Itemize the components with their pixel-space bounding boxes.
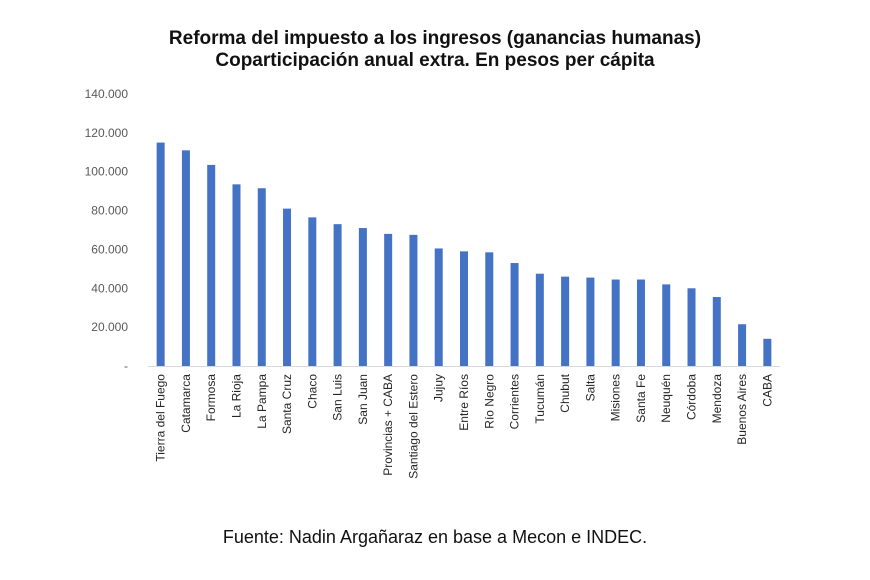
bar — [460, 251, 468, 366]
y-tick-label: 140.000 — [85, 87, 129, 101]
x-tick-label: CABA — [760, 374, 774, 407]
bar — [763, 338, 772, 366]
bar — [636, 279, 645, 366]
x-tick-label: Formosa — [204, 374, 218, 422]
x-tick-label: San Luis — [331, 374, 345, 421]
bar — [485, 252, 494, 366]
x-tick-label: Tucumán — [533, 374, 547, 424]
x-tick-label: Buenos Aires — [735, 374, 749, 445]
bar — [181, 150, 190, 366]
x-tick-label: La Pampa — [255, 374, 269, 429]
chart-subtitle: Coparticipación anual extra. En pesos pe… — [215, 50, 655, 71]
x-tick-label: Catamarca — [179, 374, 193, 433]
bar — [738, 324, 747, 366]
bar — [156, 142, 165, 366]
bar — [687, 288, 696, 366]
bar — [384, 233, 393, 366]
x-tick-label: Mendoza — [710, 374, 724, 424]
x-tick-label: Provincias + CABA — [381, 374, 395, 476]
bar — [257, 188, 266, 366]
y-tick-label: 120.000 — [85, 126, 129, 140]
bar — [434, 248, 443, 366]
bar — [283, 208, 292, 366]
x-tick-label: La Rioja — [229, 374, 243, 418]
x-tick-label: Jujuy — [432, 374, 446, 402]
x-tick-label: Córdoba — [685, 374, 699, 420]
source-note: Fuente: Nadin Argañaraz en base a Mecon … — [222, 527, 648, 547]
bar — [358, 228, 367, 366]
x-tick-label: Misiones — [609, 374, 623, 421]
x-tick-label: Chaco — [305, 374, 319, 409]
bar — [611, 279, 620, 366]
x-tick-label: Tierra del Fuego — [154, 374, 168, 462]
x-tick-label: Santa Fe — [634, 374, 648, 423]
bar — [510, 263, 519, 366]
y-tick-label: 80.000 — [91, 204, 128, 218]
bar — [409, 234, 418, 366]
x-tick-label: Santa Cruz — [280, 374, 294, 434]
x-tick-label: Salta — [583, 374, 597, 402]
y-tick-label: 100.000 — [85, 165, 129, 179]
x-tick-label: Santiago del Estero — [406, 374, 420, 479]
chart-title: Reforma del impuesto a los ingresos (gan… — [168, 28, 702, 49]
x-tick-label: Corrientes — [508, 374, 522, 429]
x-tick-label: Neuquén — [659, 374, 673, 423]
y-tick-label: 40.000 — [91, 281, 128, 295]
bar — [333, 224, 342, 366]
bar — [535, 273, 544, 366]
y-tick-label: 60.000 — [91, 242, 128, 256]
x-tick-label: Entre Ríos — [457, 374, 471, 431]
bar — [586, 277, 595, 366]
x-tick-label: San Juan — [356, 374, 370, 425]
bar — [232, 184, 241, 366]
bar — [308, 217, 317, 366]
bar — [662, 284, 671, 366]
y-tick-label: - — [124, 359, 128, 373]
bar — [712, 297, 721, 366]
x-tick-label: Chubut — [558, 373, 572, 412]
x-tick-label: Río Negro — [482, 374, 496, 429]
y-tick-label: 20.000 — [91, 320, 128, 334]
bar — [207, 164, 216, 366]
bar — [561, 276, 570, 366]
